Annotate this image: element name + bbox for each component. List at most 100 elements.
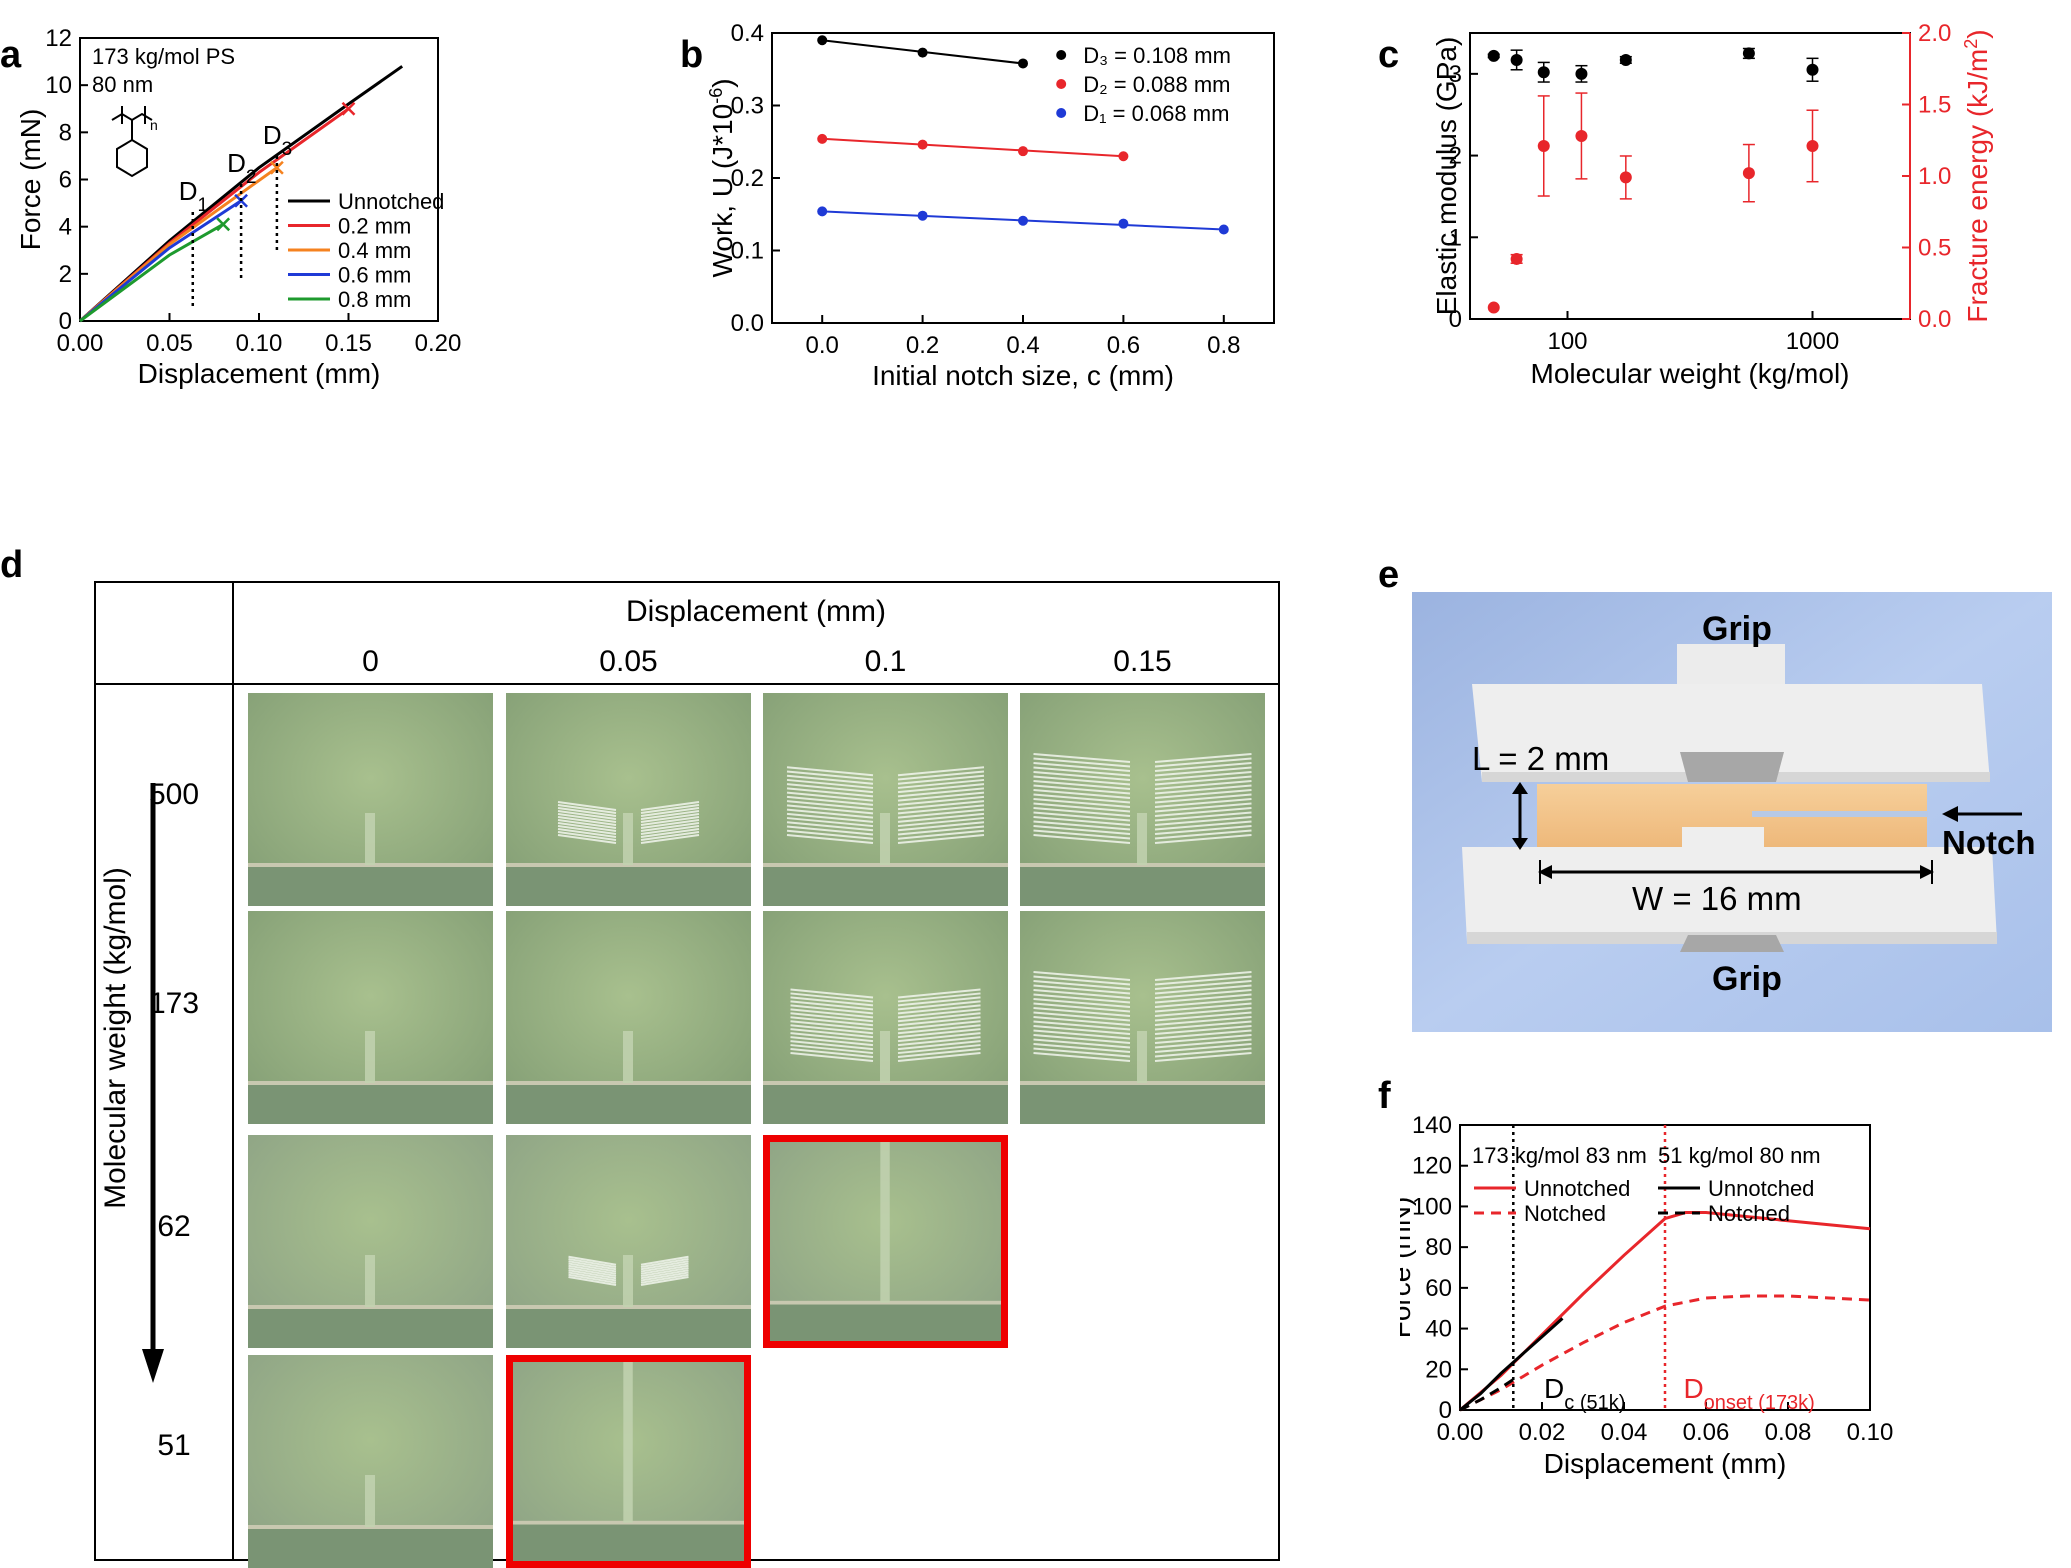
x-tick-label: 0.00 <box>1437 1419 1484 1446</box>
data-point <box>1218 224 1229 235</box>
series-line <box>1459 1211 1871 1412</box>
data-point <box>817 133 828 144</box>
table-header-displacement: Displacement (mm) <box>625 595 887 628</box>
marker-label: D1 <box>179 176 208 216</box>
data-point <box>917 210 928 221</box>
micrograph-tile <box>248 1135 493 1348</box>
chart-f: 0.00 0.02 0.04 0.06 0.08 0.10 0 20 40 60 80 100 120 1… <box>1400 1112 1893 1479</box>
data-point <box>1118 218 1129 229</box>
y-tick-label: 0 <box>59 308 72 335</box>
y-tick-label-right: 1.5 <box>1918 92 1951 119</box>
y-tick-label: 3 <box>1449 61 1462 88</box>
data-point <box>1018 215 1028 226</box>
annotation-text: 80 nm <box>92 72 153 97</box>
data-point <box>1537 139 1550 152</box>
subscript-n: n <box>150 117 158 133</box>
y-tick-label: 140 <box>1412 1112 1452 1139</box>
y-tick-label: 0.0 <box>731 310 764 337</box>
length-label: L = 2 mm <box>1472 740 1610 777</box>
y-tick-label: 0.2 <box>731 165 764 192</box>
series-line <box>1459 1378 1515 1412</box>
x-tick-label: 0.15 <box>325 330 372 357</box>
legend-label: D₃ = 0.108 mm <box>1083 43 1231 68</box>
y-tick-label: 10 <box>45 72 72 99</box>
y-tick-label-right: 0.5 <box>1918 235 1951 262</box>
table-divider-vertical <box>232 583 234 1559</box>
y-tick-label: 0 <box>1449 306 1462 333</box>
y-tick-label: 8 <box>59 119 72 146</box>
legend-label: Notched <box>1708 1201 1790 1226</box>
data-point <box>1575 129 1588 142</box>
dc-label: Dc (51k) <box>1544 1373 1625 1414</box>
molecular-weight-axis-label: Molecular weight (kg/mol) <box>99 867 132 1209</box>
x-tick-label: 0.05 <box>146 330 193 357</box>
micrograph-tile <box>506 1355 751 1568</box>
x-tick-label: 0.10 <box>236 330 283 357</box>
x-tick-label: 0.0 <box>806 332 839 359</box>
y-tick-label: 120 <box>1412 1153 1452 1180</box>
y-tick-label: 12 <box>45 25 72 52</box>
series-line <box>79 199 242 323</box>
data-point <box>1537 66 1550 79</box>
data-point <box>1806 139 1819 152</box>
legend-marker <box>1056 79 1067 89</box>
micrograph-tile <box>1020 911 1265 1124</box>
legend-label: 0.4 mm <box>338 238 411 263</box>
y-tick-label-right: 1.0 <box>1918 163 1951 190</box>
polystyrene-structure <box>111 106 153 178</box>
x-tick-label: 0.6 <box>1107 332 1140 359</box>
legend-label: Unnotched <box>1524 1176 1630 1201</box>
y-tick-label: 60 <box>1425 1275 1452 1302</box>
fracture-marker <box>270 160 284 175</box>
y-tick-label: 0 <box>1439 1397 1452 1424</box>
width-label: W = 16 mm <box>1632 880 1802 917</box>
legend-header: 51 kg/mol 80 nm <box>1658 1143 1821 1168</box>
micrograph-tile <box>506 1135 751 1348</box>
data-point <box>1018 146 1028 157</box>
x-tick-label: 1000 <box>1786 328 1839 355</box>
data-point <box>1619 53 1632 66</box>
x-tick-label: 0.2 <box>906 332 939 359</box>
micrograph-tile <box>248 1355 493 1568</box>
legend-marker <box>1056 108 1067 118</box>
phenyl-ring <box>116 138 148 178</box>
y-tick-label: 100 <box>1412 1193 1452 1220</box>
data-point <box>1118 151 1129 162</box>
x-tick-label: 0.8 <box>1207 332 1240 359</box>
fracture-marker <box>341 101 356 116</box>
column-label: 0 <box>362 645 379 678</box>
micrograph-tile <box>1020 693 1265 906</box>
y-axis-label: Elastic modulus (GPa) <box>1431 37 1462 316</box>
data-point <box>1487 301 1500 314</box>
row-label: 62 <box>157 1210 191 1243</box>
annotation-text: 173 kg/mol PS <box>92 44 235 69</box>
y-tick-label: 1 <box>1449 224 1462 251</box>
data-point <box>1018 58 1028 69</box>
micrograph-table: Displacement (mm) 0 0.05 0.1 0.15 500 17… <box>94 581 1280 1568</box>
micrograph-tile <box>763 911 1008 1124</box>
y-tick-label: 80 <box>1425 1234 1452 1261</box>
x-axis-label: Initial notch size, c (mm) <box>872 360 1174 391</box>
legend-label: Notched <box>1524 1201 1606 1226</box>
x-tick-label: 0.08 <box>1765 1419 1812 1446</box>
legend-marker <box>1056 50 1067 60</box>
y-tick-label: 0.3 <box>731 93 764 120</box>
x-axis-label: Displacement (mm) <box>138 358 381 389</box>
data-point <box>1487 49 1500 62</box>
y-axis-label-right: Fracture energy (kJ/m2) <box>1961 29 1993 322</box>
micrograph-tile <box>506 911 751 1124</box>
x-tick-label: 0.02 <box>1519 1419 1566 1446</box>
micrograph-tile <box>763 1135 1008 1348</box>
legend-label: D₂ = 0.088 mm <box>1083 72 1230 97</box>
x-tick-label: 100 <box>1547 328 1587 355</box>
data-point <box>817 206 828 217</box>
legend-label: Unnotched <box>1708 1176 1814 1201</box>
data-point <box>1510 53 1523 66</box>
data-point <box>817 35 828 46</box>
micrograph-tile <box>506 693 751 906</box>
data-point <box>1619 171 1632 184</box>
x-tick-label: 0.4 <box>1006 332 1039 359</box>
y-axis-label: Force (mN) <box>1400 1197 1416 1339</box>
y-tick-label: 6 <box>59 167 72 194</box>
